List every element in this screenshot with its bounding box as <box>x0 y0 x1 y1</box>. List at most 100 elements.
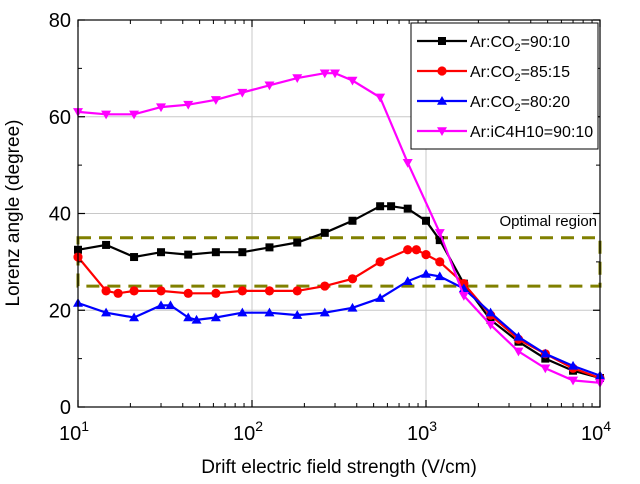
data-point-square <box>376 202 385 211</box>
data-point-triangle-up <box>513 331 524 341</box>
series-line <box>77 272 601 377</box>
data-point-triangle-down <box>264 81 275 91</box>
data-point-triangle-down <box>434 229 445 238</box>
data-point-triangle-down <box>402 158 413 168</box>
data-point-triangle-down <box>319 69 330 79</box>
y-tick-label: 80 <box>49 10 71 32</box>
data-point-triangle-up <box>292 310 303 319</box>
data-point-triangle-down <box>347 76 358 86</box>
y-tick-label: 60 <box>49 107 71 129</box>
series-2 <box>73 245 605 383</box>
data-point-triangle-up <box>191 314 202 324</box>
data-point-circle <box>101 286 111 296</box>
data-point-circle <box>264 286 275 296</box>
data-point-triangle-up <box>568 360 579 370</box>
legend-label: Ar:CO2=80:20 <box>470 94 570 114</box>
data-point-circle <box>113 288 123 298</box>
x-tick-label: 104 <box>581 418 611 445</box>
y-tick-label: 0 <box>60 397 71 419</box>
data-point-triangle-up <box>437 96 447 105</box>
data-point-triangle-down <box>375 93 386 103</box>
data-point-triangle-down <box>513 347 524 357</box>
data-point-triangle-down <box>210 96 221 105</box>
data-point-circle <box>320 281 330 291</box>
data-point-triangle-down <box>540 364 551 374</box>
data-point-square <box>486 315 495 324</box>
data-point-square <box>438 37 446 45</box>
series-layer <box>73 69 605 388</box>
x-axis-title: Drift electric field strength (V/cm) <box>201 457 477 478</box>
x-tick-labels: 101 102 103 104 <box>59 418 611 445</box>
data-point-triangle-up <box>183 312 194 322</box>
data-point-triangle-down <box>237 88 248 98</box>
data-point-circle <box>347 274 358 284</box>
data-point-circle <box>292 286 302 296</box>
series-line <box>77 205 601 380</box>
data-point-triangle-down <box>458 291 469 301</box>
data-point-square <box>422 216 430 225</box>
data-point-triangle-up <box>319 307 330 317</box>
data-point-square <box>320 228 329 237</box>
legend-label: Ar:CO2=90:10 <box>470 34 570 54</box>
data-point-triangle-down <box>485 321 496 330</box>
data-point-triangle-up <box>347 302 358 312</box>
x-tick-label: 102 <box>233 418 263 445</box>
data-point-triangle-up <box>129 312 140 322</box>
data-point-triangle-up <box>421 268 431 278</box>
data-point-triangle-up <box>264 307 275 317</box>
data-point-square <box>184 250 193 259</box>
optimal-region-box <box>76 236 602 288</box>
data-point-triangle-up <box>237 307 248 317</box>
data-point-triangle-down <box>156 103 167 113</box>
y-axis-title: Lorenz angle (degree) <box>3 120 24 307</box>
data-point-circle <box>237 286 247 296</box>
data-point-triangle-down <box>437 127 447 136</box>
data-point-square <box>238 248 247 257</box>
data-point-square <box>435 236 444 245</box>
data-point-triangle-up <box>485 307 496 317</box>
data-point-circle <box>411 245 421 255</box>
data-point-triangle-up <box>101 307 112 317</box>
data-point-square <box>387 202 396 211</box>
data-point-triangle-up <box>402 276 413 285</box>
data-point-triangle-up <box>210 312 221 322</box>
data-point-triangle-up <box>375 293 386 302</box>
x-tick-label: 101 <box>59 418 89 445</box>
data-point-triangle-down <box>330 69 341 79</box>
optimal-region <box>76 236 602 288</box>
x-tick-label: 103 <box>407 418 437 445</box>
series-3 <box>73 268 605 380</box>
data-point-triangle-down <box>101 110 112 120</box>
data-point-circle <box>129 286 139 296</box>
legend: Ar:CO2=90:10 Ar:CO2=85:15 Ar:CO2=80:20 Ar:i… <box>410 22 599 150</box>
data-point-square <box>130 253 139 262</box>
data-point-circle <box>435 257 445 267</box>
data-point-triangle-down <box>183 100 194 110</box>
y-tick-labels: 0 20 40 60 80 <box>49 10 71 419</box>
data-point-triangle-down <box>129 110 140 120</box>
data-point-triangle-down <box>568 376 579 386</box>
series-line <box>77 248 601 380</box>
data-point-square <box>211 248 220 257</box>
legend-label: Ar:CO2=85:15 <box>470 64 570 84</box>
data-point-triangle-up <box>165 300 176 310</box>
data-point-circle <box>437 66 447 76</box>
optimal-region-label: Optimal region <box>499 213 597 230</box>
data-point-triangle-up <box>156 300 167 310</box>
data-point-triangle-down <box>292 74 303 84</box>
y-tick-label: 40 <box>49 204 71 226</box>
data-point-square <box>541 354 550 363</box>
data-point-triangle-up <box>434 271 445 281</box>
data-point-square <box>157 248 166 257</box>
data-point-circle <box>403 245 413 255</box>
data-point-square <box>102 240 111 249</box>
data-point-circle <box>375 257 385 267</box>
legend-label: Ar:iC4H10=90:10 <box>470 124 593 141</box>
data-point-circle <box>421 250 431 260</box>
data-point-square <box>293 238 302 247</box>
data-point-square <box>265 243 274 252</box>
data-point-circle <box>211 288 221 298</box>
data-point-circle <box>156 286 166 296</box>
data-point-circle <box>183 288 193 298</box>
